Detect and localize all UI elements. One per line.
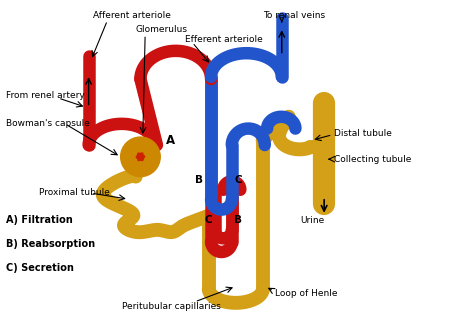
Text: C: C <box>234 175 242 185</box>
Text: Urine: Urine <box>301 216 325 225</box>
Text: Peritubular capillaries: Peritubular capillaries <box>122 302 220 311</box>
Text: B: B <box>195 175 202 185</box>
Text: Collecting tubule: Collecting tubule <box>334 155 411 164</box>
Text: Glomerulus: Glomerulus <box>136 25 188 34</box>
Text: C: C <box>204 216 212 225</box>
Text: B: B <box>234 216 242 225</box>
Text: Afferent arteriole: Afferent arteriole <box>93 11 171 20</box>
Text: C) Secretion: C) Secretion <box>6 263 74 272</box>
Text: From renel artery: From renel artery <box>6 91 85 100</box>
Text: B) Reabsorption: B) Reabsorption <box>6 239 95 249</box>
Text: A: A <box>166 134 175 147</box>
Text: A) Filtration: A) Filtration <box>6 216 73 225</box>
Text: Bowman's capsule: Bowman's capsule <box>6 119 90 128</box>
Text: To renal veins: To renal veins <box>263 11 325 20</box>
Text: Proximal tubule: Proximal tubule <box>39 188 110 197</box>
Text: Loop of Henle: Loop of Henle <box>274 289 337 298</box>
Circle shape <box>121 137 160 177</box>
Text: Distal tubule: Distal tubule <box>334 129 392 138</box>
Text: Efferent arteriole: Efferent arteriole <box>185 34 263 44</box>
